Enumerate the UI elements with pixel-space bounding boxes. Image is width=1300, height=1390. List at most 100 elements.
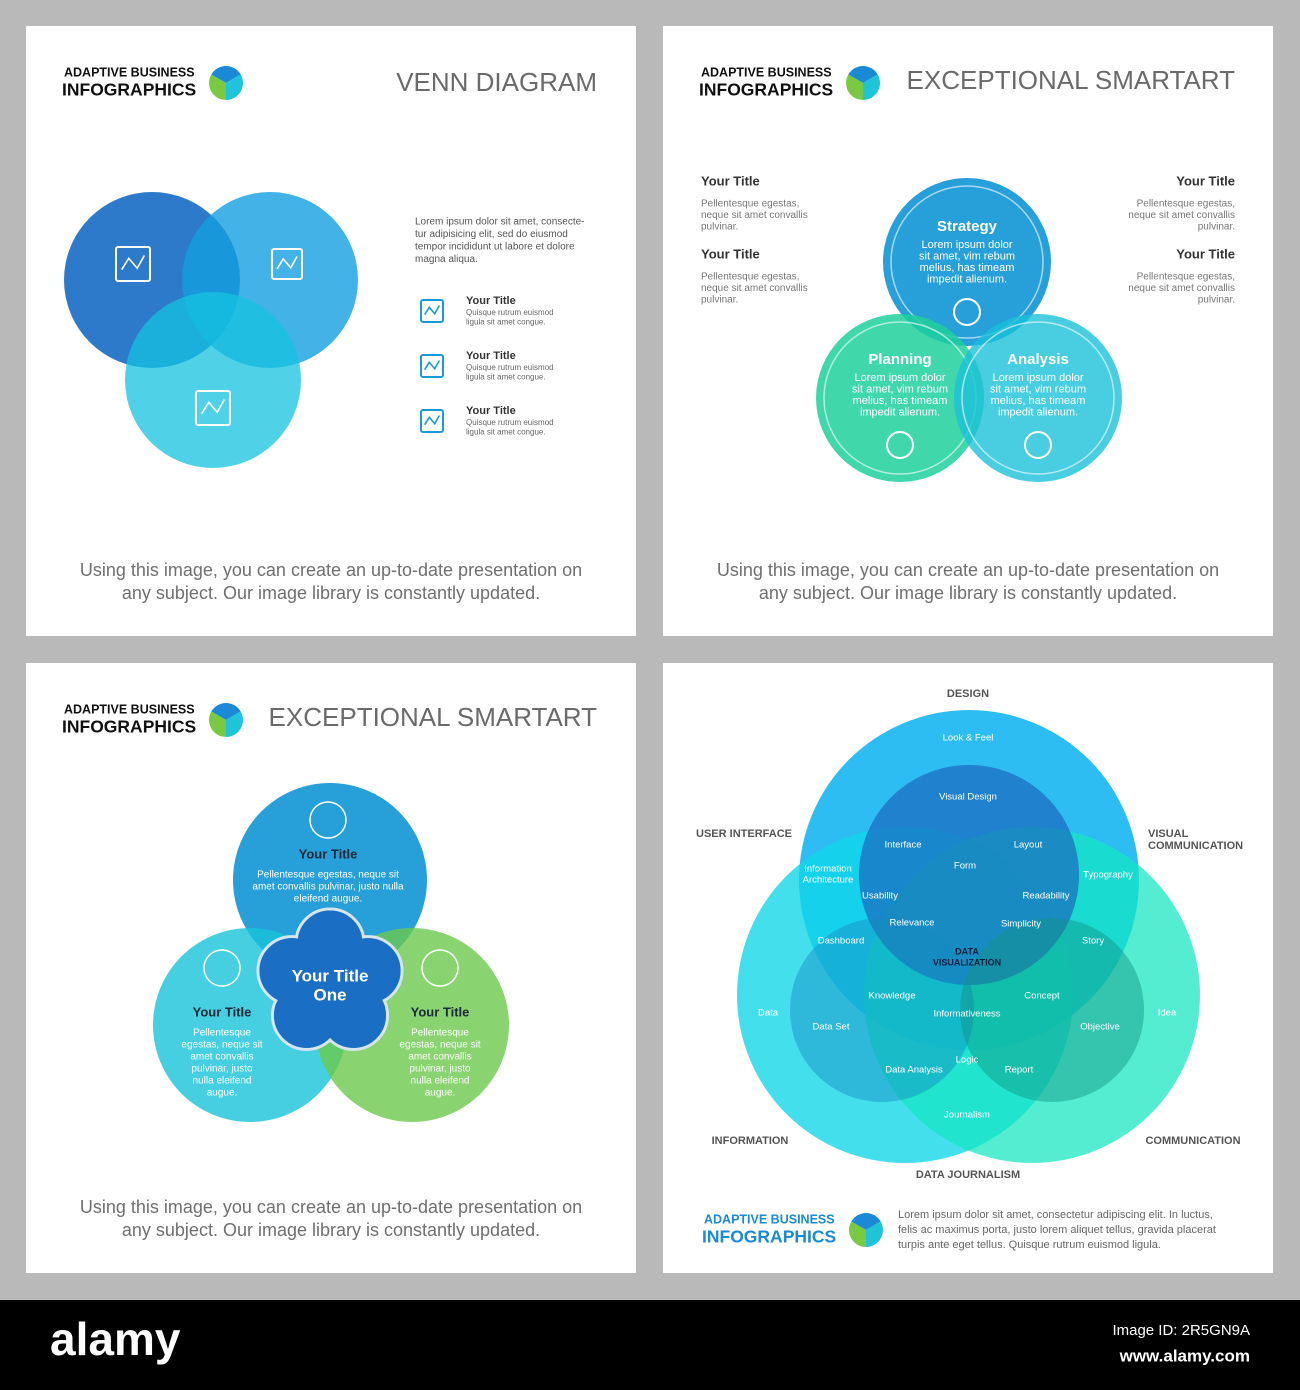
icon <box>886 431 914 459</box>
circle-text: sit amet, vim rebum <box>919 250 1015 262</box>
circle-title: Your Title <box>411 1004 470 1019</box>
venn-circle <box>883 178 1051 346</box>
icon <box>271 248 303 280</box>
venn-circle <box>125 292 301 468</box>
circle-text: Lorem ipsum dolor <box>921 239 1012 251</box>
venn-label: VISUAL <box>1148 828 1189 840</box>
stock-logo: alamy <box>50 1313 181 1365</box>
brand-line1: ADAPTIVE BUSINESS <box>701 65 832 79</box>
icon <box>200 399 226 415</box>
note-title: Your Title <box>701 246 760 261</box>
brand-line2: INFOGRAPHICS <box>699 80 833 100</box>
venn-term: Readability <box>1023 891 1070 902</box>
center-title: One <box>313 985 346 1004</box>
paragraph: turpis ante eget tellus. Quisque rutrum … <box>898 1239 1161 1251</box>
note-text: neque sit amet convallis <box>1128 210 1235 221</box>
logo-segment <box>226 74 243 100</box>
item-text: ligula sit amet congue. <box>466 373 546 382</box>
circle-text: egestas, neque sit <box>181 1040 262 1051</box>
circle-text: sit amet, vim rebum <box>852 383 948 395</box>
venn-circle <box>233 783 427 977</box>
venn-term: Typography <box>1083 870 1133 881</box>
image-id: Image ID: 2R5GN9A <box>1112 1322 1250 1339</box>
venn-term: Knowledge <box>868 991 915 1002</box>
icon <box>420 299 444 323</box>
logo-segment <box>211 66 241 83</box>
venn-term: Usability <box>862 891 898 902</box>
icon <box>1024 431 1052 459</box>
circle-text: sit amet, vim rebum <box>990 383 1086 395</box>
brand-line2: INFOGRAPHICS <box>702 1227 836 1247</box>
icon <box>420 354 444 378</box>
brand-line1: ADAPTIVE BUSINESS <box>64 702 195 716</box>
logo-segment <box>848 66 878 83</box>
slide-title: EXCEPTIONAL SMARTART <box>907 65 1236 95</box>
icon <box>421 949 459 987</box>
icon <box>423 415 441 426</box>
venn-label: USER INTERFACE <box>696 828 792 840</box>
venn-term: Data Analysis <box>885 1065 943 1076</box>
circle-text: Pellentesque egestas, neque sit <box>257 870 399 881</box>
item-text: Quisque rutrum euismod <box>466 418 554 427</box>
venn-term: Information <box>804 864 852 875</box>
circle-text: amet convallis <box>408 1052 471 1063</box>
note-text: neque sit amet convallis <box>701 283 808 294</box>
circle-text: pulvinar, justo <box>409 1064 471 1075</box>
note-title: Your Title <box>701 173 760 188</box>
circle-text: nulla eleifend <box>411 1076 470 1087</box>
venn-term: Objective <box>1080 1022 1120 1033</box>
brand-line1: ADAPTIVE BUSINESS <box>704 1212 835 1226</box>
footer-text: any subject. Our image library is consta… <box>122 1220 540 1240</box>
venn-circle <box>954 314 1122 482</box>
icon <box>276 256 298 270</box>
venn-term: Logic <box>956 1055 979 1066</box>
logo-segment <box>211 703 241 720</box>
brand-line2: INFOGRAPHICS <box>62 80 196 100</box>
icon <box>120 255 146 271</box>
note-text: Pellentesque egestas, <box>701 199 799 210</box>
brand-line1: ADAPTIVE BUSINESS <box>64 65 195 79</box>
slide-title: VENN DIAGRAM <box>396 67 597 97</box>
circle-title: Planning <box>868 351 931 368</box>
circle-text: augue. <box>425 1088 456 1099</box>
venn-circle <box>859 765 1079 985</box>
circle-text: amet convallis <box>190 1052 253 1063</box>
venn-term: Concept <box>1024 991 1060 1002</box>
logo-segment <box>846 74 863 100</box>
footer-text: Using this image, you can create an up-t… <box>717 560 1219 580</box>
logo-segment <box>849 1221 866 1247</box>
circle-text: melius, has timeam <box>920 262 1015 274</box>
venn-term: Architecture <box>803 875 854 886</box>
brand-line2: INFOGRAPHICS <box>62 717 196 737</box>
logo-segment <box>226 711 243 737</box>
circle-text: amet convallis pulvinar, justo nulla <box>252 882 404 893</box>
note-text: pulvinar. <box>701 222 738 233</box>
venn-label: COMMUNICATION <box>1145 1135 1240 1147</box>
circle-title: Analysis <box>1007 351 1069 368</box>
venn-term: Layout <box>1014 840 1043 851</box>
venn-circle <box>790 918 974 1102</box>
circle-title: Your Title <box>299 846 358 861</box>
logo-segment <box>863 74 880 100</box>
circle-text: Pellentesque <box>411 1028 469 1039</box>
logo-segment <box>209 74 226 100</box>
icon <box>423 360 441 371</box>
icon <box>953 298 981 326</box>
venn-term: Dashboard <box>818 936 864 947</box>
paragraph: felis ac maximus porta, justo lorem aliq… <box>898 1224 1216 1236</box>
stock-url: www.alamy.com <box>1119 1346 1250 1365</box>
footer-text: Using this image, you can create an up-t… <box>80 1197 582 1217</box>
circle-text: Lorem ipsum dolor <box>854 372 945 384</box>
venn-circle <box>960 918 1144 1102</box>
icon <box>115 246 151 282</box>
icon <box>420 409 444 433</box>
circle-text: impedit alienum. <box>998 406 1078 418</box>
item-text: Quisque rutrum euismod <box>466 363 554 372</box>
venn-term: Form <box>954 861 976 872</box>
circle-text: melius, has timeam <box>991 395 1086 407</box>
venn-term: Report <box>1005 1065 1034 1076</box>
item-text: ligula sit amet congue. <box>466 318 546 327</box>
note-text: neque sit amet convallis <box>701 210 808 221</box>
venn-label: DATA JOURNALISM <box>916 1169 1020 1181</box>
